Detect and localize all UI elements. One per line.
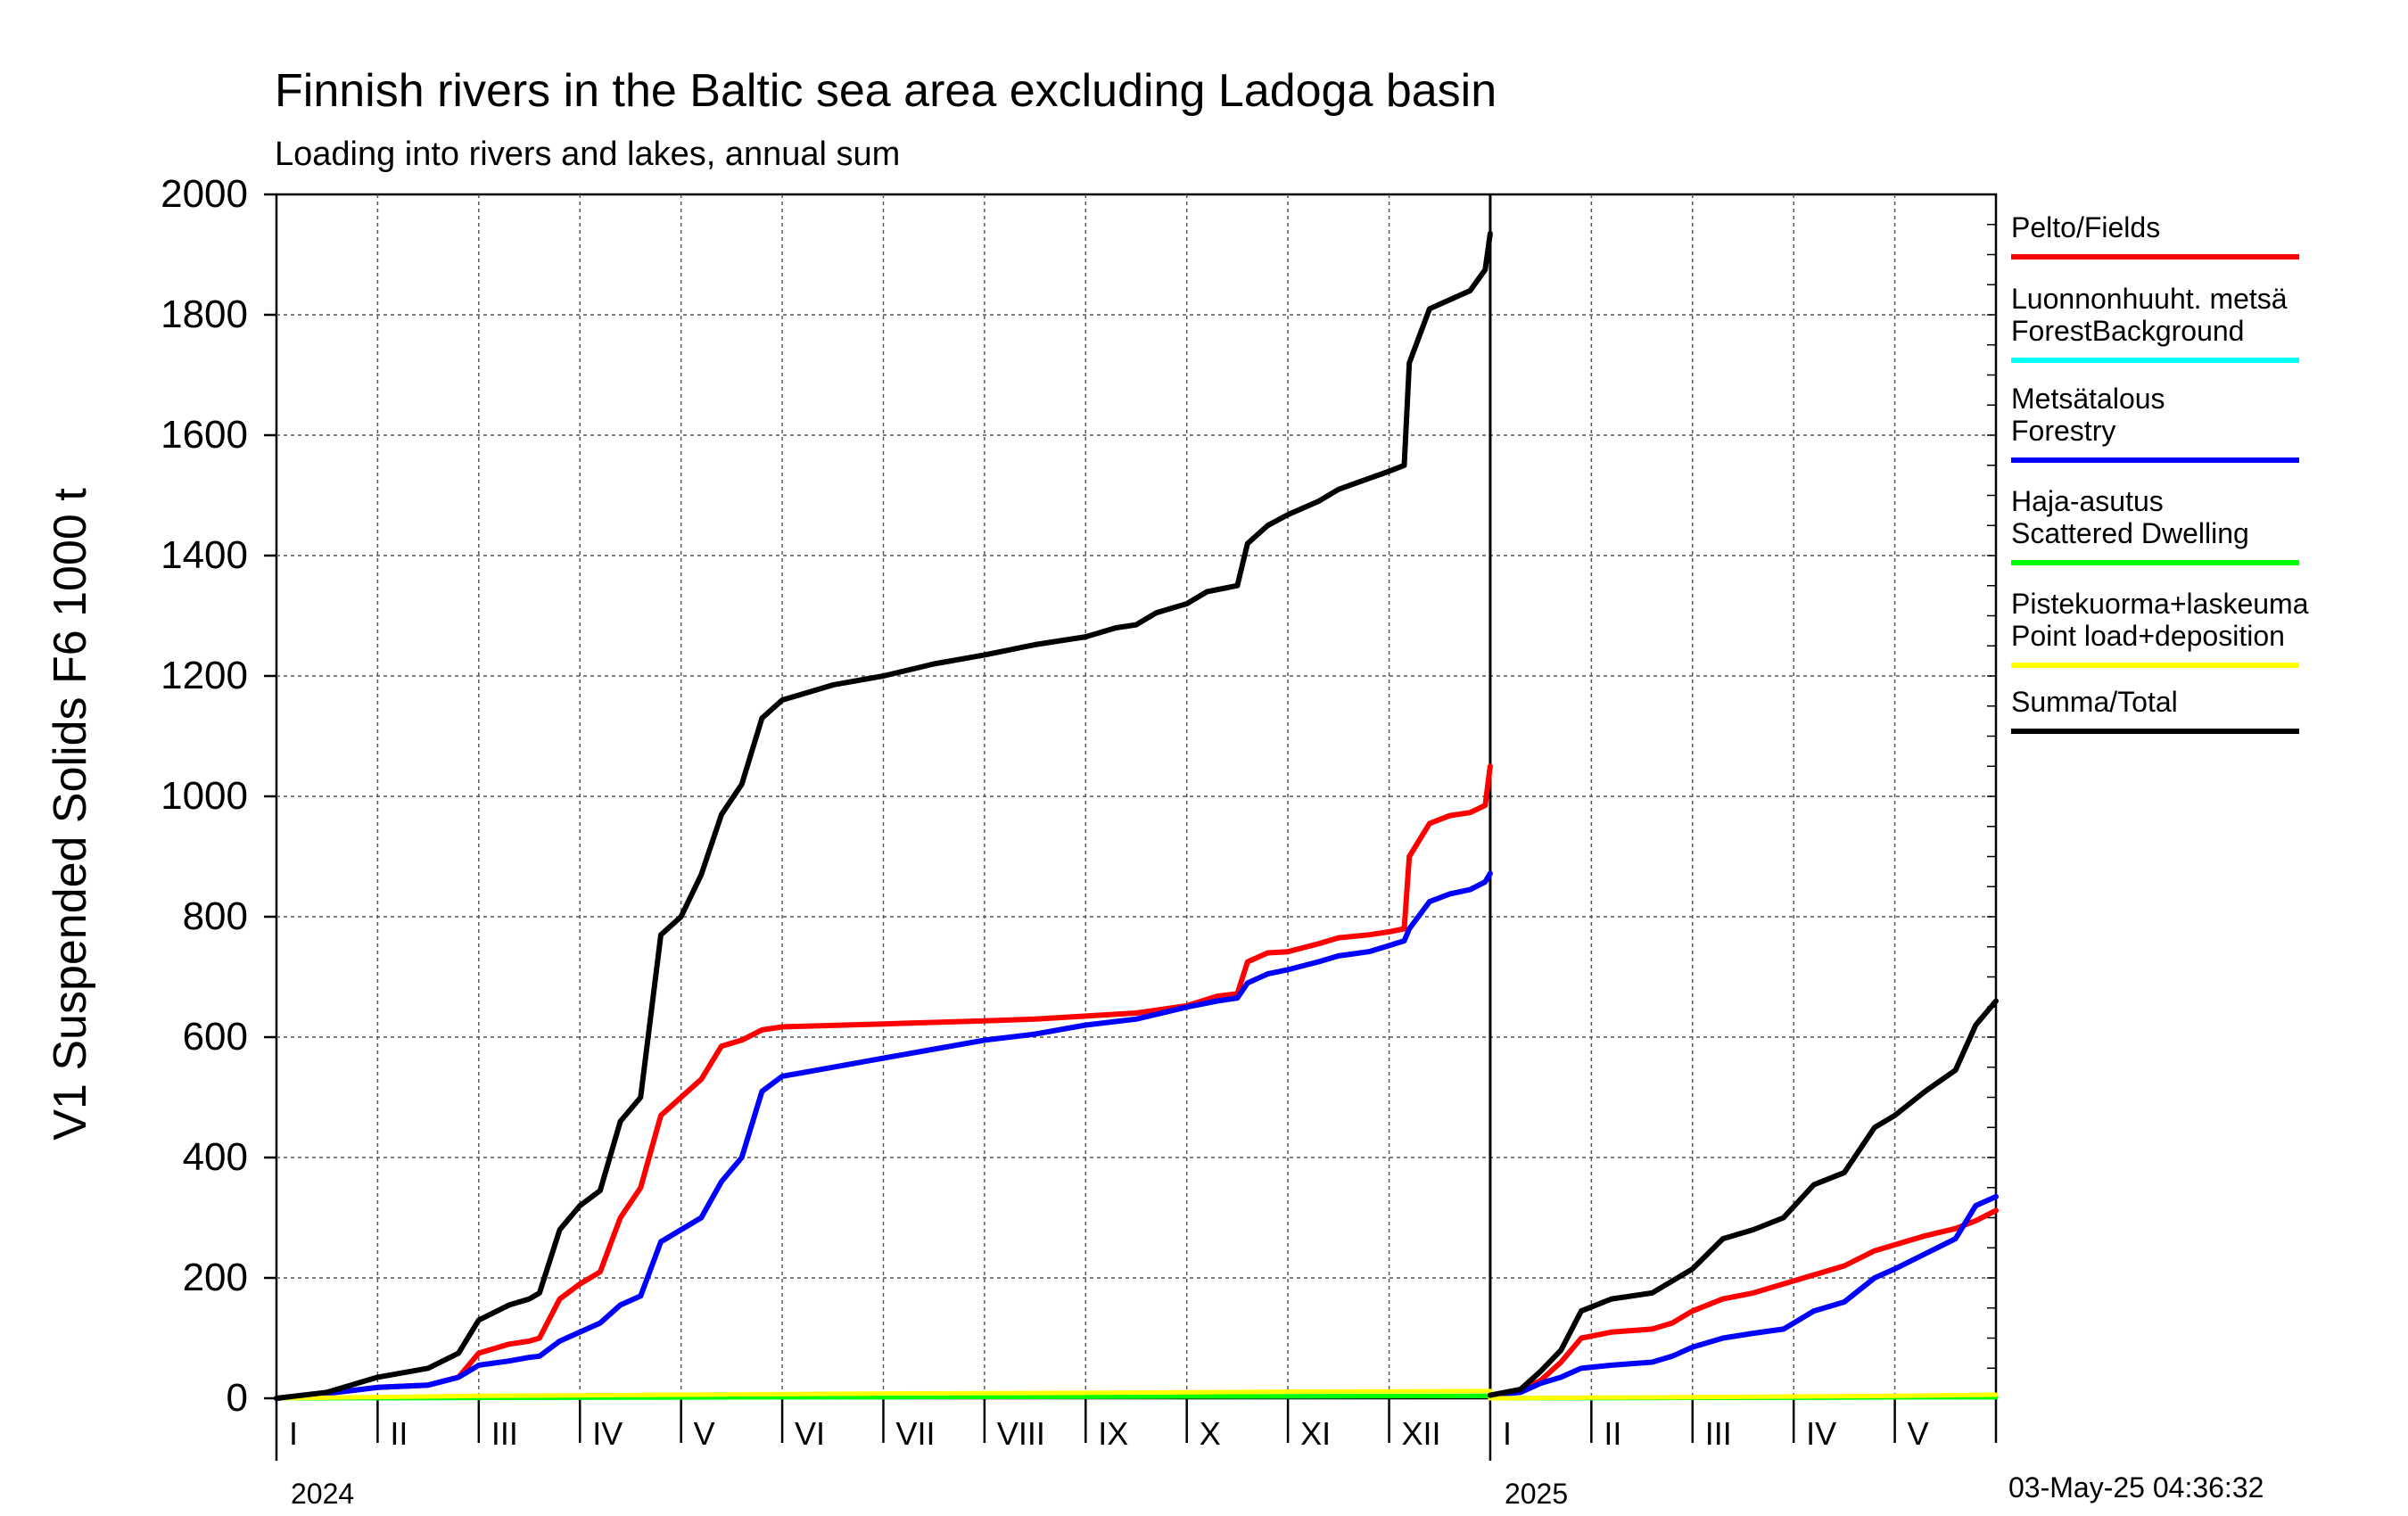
x-month-label: II <box>1604 1415 1621 1452</box>
legend: Pelto/Fields Luonnonhuuht. metsäForestBac… <box>2011 211 2309 734</box>
legend-label: Scattered Dwelling <box>2011 517 2249 549</box>
chart-subtitle: Loading into rivers and lakes, annual su… <box>275 136 901 173</box>
x-month-label: IV <box>1806 1415 1836 1452</box>
x-month-label: IX <box>1098 1415 1128 1452</box>
y-tick-label: 1200 <box>161 654 248 697</box>
x-month-label: X <box>1200 1415 1221 1452</box>
x-month-label: VI <box>795 1415 825 1452</box>
x-year-label: 2025 <box>1505 1478 1568 1510</box>
grid <box>275 193 1998 1400</box>
y-tick-label: 1400 <box>161 533 248 577</box>
legend-label: ForestBackground <box>2011 315 2244 347</box>
x-month-label: XII <box>1402 1415 1441 1452</box>
y-tick-label: 200 <box>183 1256 248 1299</box>
x-month-label: III <box>1705 1415 1732 1452</box>
legend-label: Luonnonhuuht. metsä <box>2011 283 2288 315</box>
legend-label: Pistekuorma+laskeuma <box>2011 588 2309 620</box>
timestamp: 03-May-25 04:36:32 <box>2008 1471 2264 1504</box>
series-line-2-seg-0 <box>274 870 1493 1401</box>
y-tick-label: 1000 <box>161 774 248 818</box>
y-tick-label: 800 <box>183 894 248 938</box>
y-tick-label: 400 <box>183 1135 248 1179</box>
series-line-5-seg-0 <box>274 230 1493 1401</box>
legend-label: Haja-asutus <box>2011 485 2164 517</box>
x-year-label: 2024 <box>291 1478 354 1510</box>
y-tick-label: 0 <box>227 1376 248 1420</box>
legend-label: Point load+deposition <box>2011 620 2285 652</box>
legend-label: Forestry <box>2011 415 2115 447</box>
chart-title: Finnish rivers in the Baltic sea area ex… <box>275 65 1497 117</box>
x-month-label: V <box>1908 1415 1929 1452</box>
legend-label: Pelto/Fields <box>2011 211 2160 243</box>
x-month-label: III <box>491 1415 518 1452</box>
series-line-5-seg-1 <box>1487 998 1999 1398</box>
x-month-label: XI <box>1300 1415 1331 1452</box>
y-tick-label: 1600 <box>161 413 248 457</box>
series-line-0-seg-1 <box>1487 1207 1999 1398</box>
x-month-label: V <box>694 1415 715 1452</box>
series-line-0-seg-0 <box>274 763 1493 1401</box>
legend-label: Metsätalous <box>2011 383 2165 415</box>
series-group <box>274 230 1999 1401</box>
x-month-label: I <box>1503 1415 1512 1452</box>
y-tick-label: 1800 <box>161 292 248 336</box>
x-month-label: I <box>289 1415 298 1452</box>
y-tick-label: 600 <box>183 1015 248 1059</box>
x-month-label: II <box>390 1415 408 1452</box>
series-line-4-seg-1 <box>1488 1392 1999 1401</box>
y-tick-label: 2000 <box>161 172 248 216</box>
legend-label: Summa/Total <box>2011 686 2178 718</box>
x-month-label: VII <box>895 1415 935 1452</box>
series-line-4-seg-0 <box>274 1388 1493 1401</box>
x-month-label: IV <box>592 1415 623 1452</box>
series-line-2-seg-1 <box>1487 1193 1999 1398</box>
x-month-label: VIII <box>997 1415 1045 1452</box>
y-axis-label: V1 Suspended Solids F6 1000 t <box>45 488 96 1141</box>
